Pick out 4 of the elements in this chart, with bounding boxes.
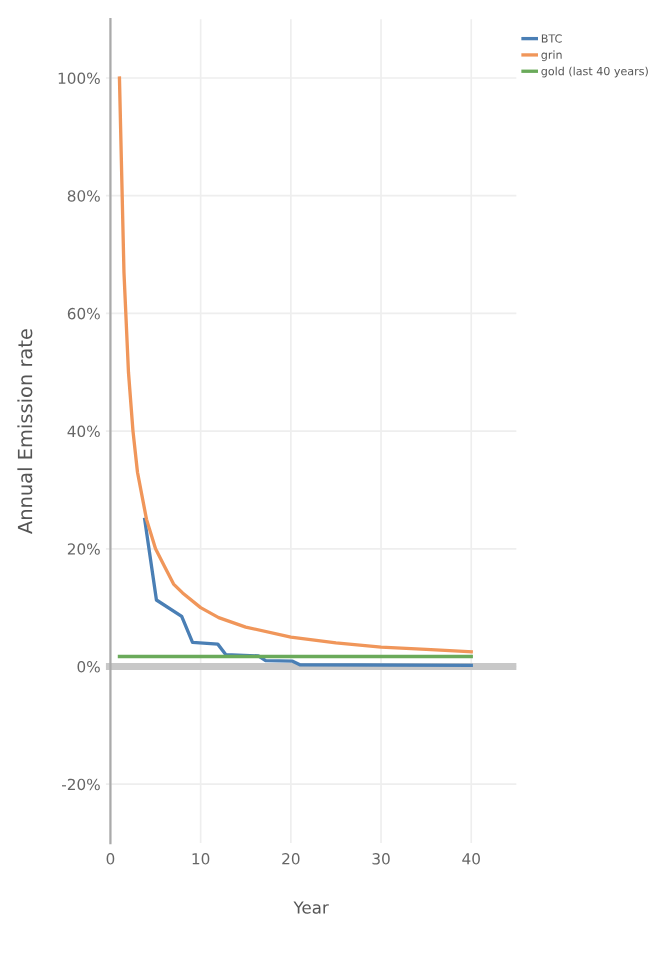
line-series xyxy=(117,76,473,654)
line-series xyxy=(143,517,473,667)
y-axis-title: Annual Emission rate xyxy=(17,329,33,534)
x-axis-title: Year xyxy=(293,901,329,914)
